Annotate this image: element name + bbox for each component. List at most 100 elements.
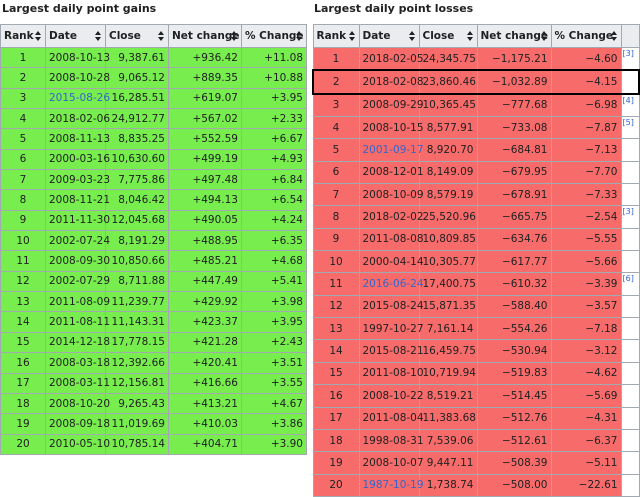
cell: 25,520.96 <box>418 205 478 229</box>
cell: 2008-10-15 <box>358 116 424 140</box>
cell: +2.43 <box>241 331 307 354</box>
cell: 13 <box>312 317 360 341</box>
cell: 8,577.91 <box>418 116 478 140</box>
cell: 7,539.06 <box>418 428 478 453</box>
cell: 20 <box>312 473 360 497</box>
column-header[interactable]: % Change <box>550 24 622 48</box>
column-header[interactable]: Rank <box>0 24 46 48</box>
cell: +3.95 <box>241 311 307 333</box>
table-row: 17 2011-08-04 11,383.68 −512.76 −4.31 <box>312 406 640 430</box>
table-row: 9 2011-08-08 10,809.85 −634.76 −5.55 <box>312 227 640 252</box>
cell: −4.62 <box>550 361 622 386</box>
cell: 10,719.94 <box>418 361 478 386</box>
table-row: 8 2008-11-21 8,046.42 +494.13 +6.54 <box>0 189 307 211</box>
note-cell <box>620 473 640 497</box>
reference-link[interactable]: [3] <box>622 49 634 58</box>
column-header[interactable]: Rank <box>312 24 360 48</box>
table-row: 12 2002-07-29 8,711.88 +447.49 +5.41 <box>0 270 307 293</box>
cell: 7 <box>312 183 360 207</box>
cell: 14 <box>312 339 360 363</box>
cell: +3.86 <box>241 413 307 435</box>
column-header[interactable]: Close <box>105 24 169 48</box>
reference-link[interactable]: [3] <box>622 207 634 217</box>
column-header[interactable]: Date <box>45 24 106 48</box>
column-header[interactable]: Date <box>358 24 420 48</box>
cell: −5.66 <box>550 250 622 274</box>
cell: −777.68 <box>476 93 552 118</box>
reference-link[interactable]: [4] <box>622 95 634 105</box>
cell: 2000-04-14 <box>358 250 424 274</box>
cell: −733.08 <box>476 116 552 140</box>
cell: 2018-02-08 <box>358 69 424 95</box>
cell: +4.93 <box>241 148 307 171</box>
cell: 10,365.45 <box>418 93 478 118</box>
cell: 2009-03-23 <box>45 169 110 191</box>
losses-table: Rank Date Close Net change% Change 1 2018-02-… <box>312 24 640 497</box>
cell: 3 <box>312 93 360 118</box>
cell: 2001-09-17 <box>358 138 424 162</box>
cell: 17,778.15 <box>105 331 169 354</box>
cell: 9,065.12 <box>105 67 169 89</box>
cell: +11.08 <box>241 46 307 69</box>
cell: 2008-11-13 <box>45 128 110 150</box>
cell: 11,239.77 <box>105 291 169 313</box>
cell: +936.42 <box>168 46 242 69</box>
cell: +552.59 <box>168 128 242 150</box>
cell: 7,775.86 <box>105 169 169 191</box>
cell: 8,920.70 <box>418 138 478 162</box>
note-cell <box>620 406 640 430</box>
date-link[interactable]: 2001-09-17 <box>362 144 424 157</box>
date-link[interactable]: 1987-10-19 <box>362 479 424 492</box>
table-row: 17 2008-03-11 12,156.81 +416.66 +3.55 <box>0 372 307 394</box>
cell: 8,519.21 <box>418 384 478 408</box>
cell: 1998-08-31 <box>358 428 424 453</box>
cell: 2008-09-18 <box>45 413 110 435</box>
table-row: 5 2001-09-17 8,920.70 −684.81 −7.13 <box>312 138 640 162</box>
cell: 10,305.77 <box>418 250 478 274</box>
cell: 8,149.09 <box>418 160 478 185</box>
note-cell <box>620 428 640 453</box>
column-header[interactable]: Close <box>418 24 478 48</box>
cell: −519.83 <box>476 361 552 386</box>
cell: 16,459.75 <box>418 339 478 363</box>
note-cell <box>620 160 640 185</box>
cell: 2011-08-09 <box>45 291 110 313</box>
date-link[interactable]: 2015-08-26 <box>49 92 111 105</box>
cell: +447.49 <box>168 270 242 293</box>
cell: 11,383.68 <box>418 406 478 430</box>
note-cell: [5] <box>620 116 640 140</box>
table-row: 11 2016-06-24 17,400.75 −610.32 −3.39 [6] <box>312 272 640 296</box>
cell: −22.61 <box>550 473 622 497</box>
table-row: 6 2000-03-16 10,630.60 +499.19 +4.93 <box>0 148 307 171</box>
table-row: 5 2008-11-13 8,835.25 +552.59 +6.67 <box>0 128 307 150</box>
reference-link[interactable]: [5] <box>622 118 634 128</box>
cell: 24,345.75 <box>418 47 478 71</box>
cell: +499.19 <box>168 148 242 171</box>
column-header[interactable]: Net change <box>168 24 242 48</box>
table-row: 10 2002-07-24 8,191.29 +488.95 +6.35 <box>0 230 307 252</box>
column-header[interactable]: % Change <box>241 24 307 48</box>
cell: 2008-09-29 <box>358 93 424 118</box>
note-cell <box>620 69 640 95</box>
cell: −508.39 <box>476 451 552 475</box>
cell: −679.95 <box>476 160 552 185</box>
column-header[interactable]: Net change <box>476 24 552 48</box>
cell: −7.13 <box>550 138 622 162</box>
reference-link[interactable]: [6] <box>622 274 634 284</box>
cell: −3.12 <box>550 339 622 363</box>
cell: −5.55 <box>550 227 622 252</box>
cell: −3.57 <box>550 294 622 319</box>
cell: 8,711.88 <box>105 270 169 293</box>
table-row: 18 1998-08-31 7,539.06 −512.61 −6.37 <box>312 428 640 453</box>
table-row: 12 2015-08-24 15,871.35 −588.40 −3.57 <box>312 294 640 319</box>
cell: −6.37 <box>550 428 622 453</box>
date-link[interactable]: 2016-06-24 <box>362 278 424 291</box>
cell: 9,265.43 <box>105 392 169 415</box>
cell: 2015-08-26 <box>45 87 110 110</box>
cell: 2008-12-01 <box>358 160 424 185</box>
cell: +6.35 <box>241 230 307 252</box>
cell: −530.94 <box>476 339 552 363</box>
cell: 2008-10-20 <box>45 392 110 415</box>
table-row: 7 2009-03-23 7,775.86 +497.48 +6.84 <box>0 169 307 191</box>
cell: −610.32 <box>476 272 552 296</box>
